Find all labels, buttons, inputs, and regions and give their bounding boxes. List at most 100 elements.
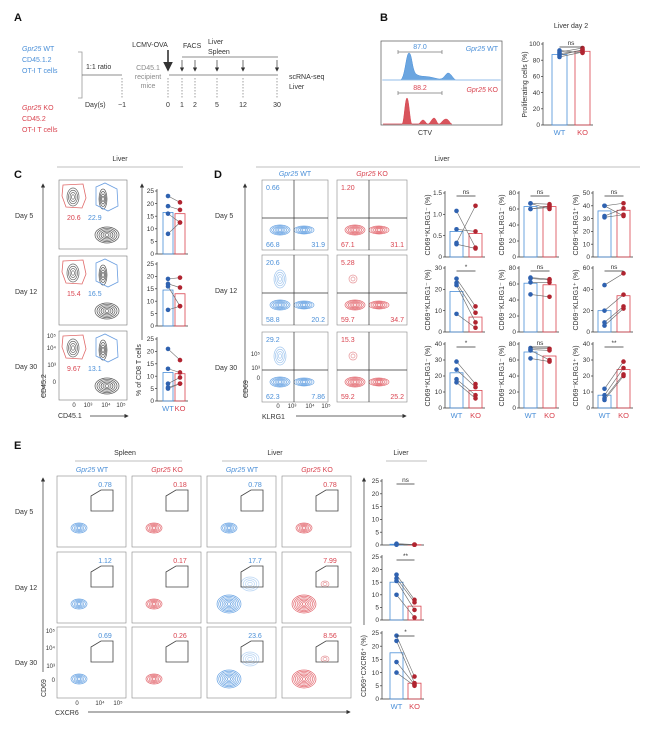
wt-data-point bbox=[165, 203, 171, 209]
contour-level bbox=[94, 302, 120, 320]
y-tick-label: 25 bbox=[147, 188, 155, 195]
ko-data-point bbox=[177, 370, 183, 375]
contour-level bbox=[223, 599, 235, 609]
ko-mean-bar bbox=[407, 605, 422, 621]
significance-label: ** bbox=[611, 340, 617, 347]
y-tick-label: 10⁵ bbox=[46, 628, 56, 635]
contour-level bbox=[73, 600, 85, 608]
contour-level bbox=[374, 380, 384, 384]
wt-population-contour bbox=[98, 339, 108, 361]
ko-cd69-cxcr6-plot bbox=[131, 551, 202, 624]
ko-cd69-cxcr6-plot bbox=[131, 626, 202, 699]
x-tick-label: 10⁴ bbox=[95, 700, 105, 707]
contour-level bbox=[372, 302, 386, 308]
contour-level bbox=[295, 378, 313, 386]
paired-line bbox=[167, 213, 181, 223]
contour-level bbox=[98, 305, 116, 317]
klrg1-neg-contour bbox=[269, 376, 291, 388]
y-tick-label: 20 bbox=[583, 229, 591, 236]
wt-histogram-label: Gpr25 WT bbox=[466, 46, 499, 53]
contour-center bbox=[102, 198, 104, 200]
klrg1-pos-contour bbox=[368, 300, 390, 310]
contour-level bbox=[322, 657, 328, 661]
y-tick-label: 5 bbox=[375, 605, 379, 612]
gate-percent: 0.78 bbox=[248, 482, 262, 489]
paired-line bbox=[396, 594, 415, 618]
days-axis-label: Day(s) bbox=[85, 102, 106, 109]
y-axis-label: CD69⁻KLRG1⁻ (%) bbox=[499, 345, 506, 406]
paired-line bbox=[456, 313, 476, 328]
x-category-wt: WT bbox=[525, 411, 537, 420]
paired-line bbox=[167, 222, 181, 235]
significance-label: * bbox=[465, 264, 468, 271]
wt-data-point bbox=[165, 231, 171, 237]
wt-gate bbox=[95, 182, 119, 212]
cxcr6-neg-contour bbox=[70, 598, 88, 610]
contour-level bbox=[272, 301, 288, 309]
contour-level bbox=[296, 598, 312, 610]
contour-level bbox=[273, 269, 287, 289]
day-row-label: Day 12 bbox=[215, 288, 237, 295]
y-tick-label: 5 bbox=[375, 529, 379, 536]
genotype: WT bbox=[485, 46, 499, 53]
gene-name: Gpr25 bbox=[466, 87, 486, 94]
day-row-label: Day 5 bbox=[15, 213, 33, 220]
y-axis-label: CD69⁺KLRG1⁻ (%) bbox=[425, 194, 432, 255]
contour-level bbox=[349, 302, 361, 308]
x-tick-label: 10⁴ bbox=[101, 402, 111, 409]
y-tick-label: 20 bbox=[372, 567, 380, 574]
contour-center bbox=[153, 527, 155, 529]
y-tick-label: 60 bbox=[509, 206, 517, 213]
paired-line bbox=[559, 50, 583, 55]
contour-center bbox=[153, 603, 155, 605]
contour-level bbox=[73, 675, 85, 683]
y-tick-label: 20 bbox=[372, 643, 380, 650]
ko-column-label: Gpr25 KO bbox=[151, 467, 183, 474]
gate-percent: 0.26 bbox=[173, 633, 187, 640]
x-category-ko: KO bbox=[544, 411, 555, 420]
cxcr6-neg-contour bbox=[220, 522, 238, 534]
contour-level bbox=[346, 300, 364, 310]
contour-level bbox=[98, 188, 108, 210]
wt-data-point bbox=[528, 201, 533, 206]
contour-level bbox=[276, 351, 284, 361]
paired-line bbox=[456, 243, 476, 249]
quadrant-top-left-percent: 5.28 bbox=[341, 260, 355, 267]
y-tick-label: 10³ bbox=[251, 366, 260, 372]
wt-data-point bbox=[557, 48, 562, 53]
x-tick-label: 0 bbox=[72, 403, 76, 409]
contour-level bbox=[218, 670, 240, 688]
y-tick-label: 25 bbox=[147, 336, 155, 343]
klrg1-neg-contour bbox=[344, 299, 366, 311]
contour-level bbox=[298, 524, 310, 532]
host-population-contour bbox=[94, 302, 120, 320]
paired-line bbox=[530, 347, 550, 350]
ko-data-point bbox=[473, 304, 478, 309]
wt-group-gene-label: Gpr25 WT bbox=[22, 46, 55, 53]
wt-cd69-klrg1-plot bbox=[261, 254, 329, 326]
wt-cd69-cxcr6-plot bbox=[56, 475, 127, 548]
ko-data-point bbox=[621, 200, 626, 206]
y-tick-label: 60 bbox=[509, 357, 517, 364]
y-tick-label: 10⁵ bbox=[251, 351, 261, 358]
x-category-wt: WT bbox=[391, 702, 403, 711]
x-category-wt: WT bbox=[599, 411, 611, 420]
contour-level bbox=[71, 270, 75, 276]
y-tick-label: 15 bbox=[372, 579, 380, 586]
cd69-cxcr6-gate bbox=[315, 489, 339, 512]
wt-data-point bbox=[454, 311, 459, 317]
recipient-label: recipient bbox=[135, 74, 162, 81]
genotype: KO bbox=[41, 105, 54, 112]
ko-mean-bar bbox=[574, 50, 591, 126]
contour-level bbox=[100, 193, 106, 205]
ko-population-contour bbox=[66, 263, 80, 283]
paired-line bbox=[456, 210, 476, 248]
genotype: KO bbox=[321, 467, 334, 474]
y-tick-label: 30 bbox=[435, 357, 443, 364]
contour-level bbox=[372, 379, 386, 385]
contour-level bbox=[102, 382, 112, 390]
gene-name: Gpr25 bbox=[22, 46, 42, 53]
paired-line bbox=[530, 203, 550, 205]
ko-gate-percent: 9.67 bbox=[67, 366, 81, 373]
wt-gate-percent: 16.5 bbox=[88, 291, 102, 298]
